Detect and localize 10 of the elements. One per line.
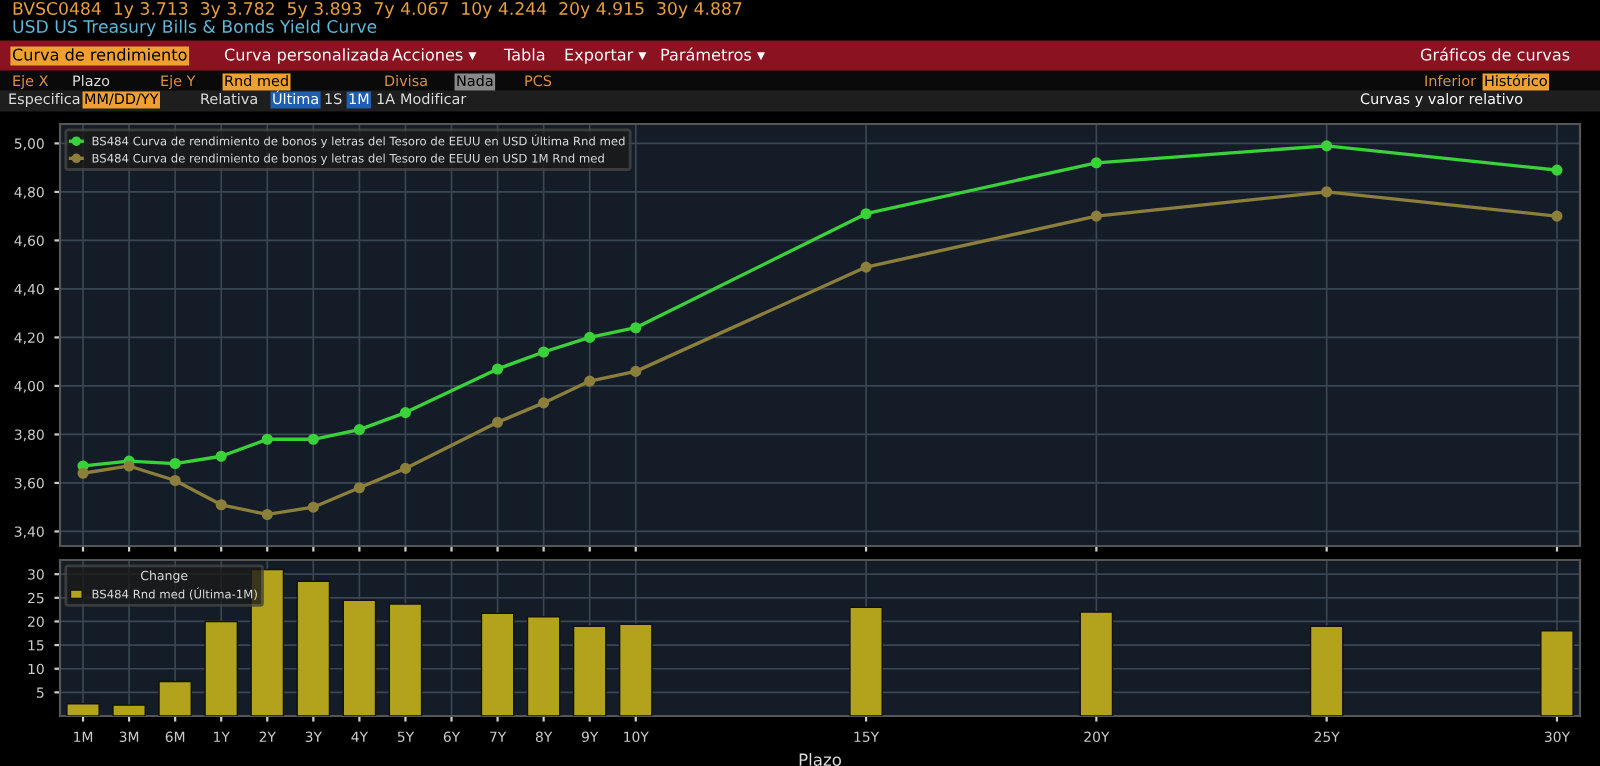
text: Curva personalizada — [224, 48, 388, 64]
text: BVSC0484 1y 3.713 3y 3.782 5y 3.893 7y 4.067 10y 4.244 20y 4.915 30y 4.887 — [13, 1, 742, 19]
text: Gráficos de curvas — [1420, 47, 1570, 61]
text: Parámetros ▾ — [661, 47, 765, 61]
text: Curva de rendimiento — [12, 48, 187, 61]
text: Acciones ▾ — [392, 48, 477, 61]
text: USD US Treasury Bills & Bonds Yield Curve — [13, 19, 377, 37]
x-axis-title: Plazo — [799, 753, 842, 766]
text: Exportar ▾ — [565, 48, 647, 64]
text: Tabla — [503, 48, 545, 61]
